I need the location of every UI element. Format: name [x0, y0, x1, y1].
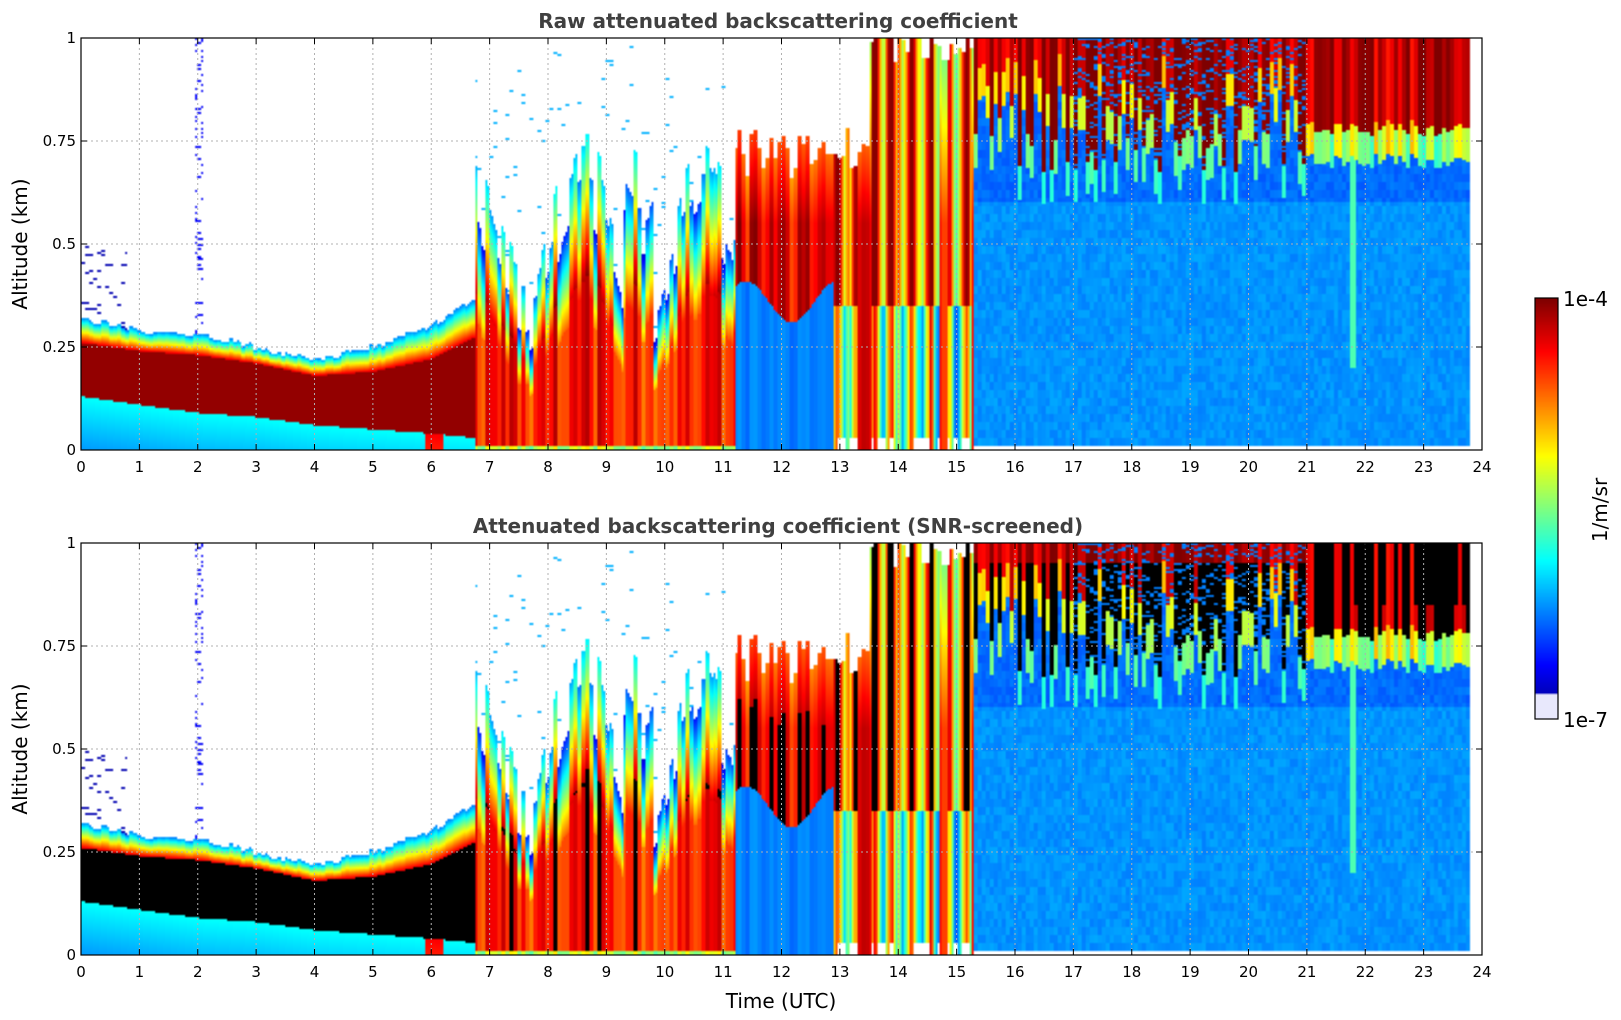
x-tick-label: 9	[602, 458, 612, 476]
x-tick-label: 3	[251, 458, 261, 476]
y-tick-label: 0.5	[52, 740, 76, 758]
y-axis-label: Altitude (km)	[8, 178, 32, 309]
x-tick-label: 16	[1005, 963, 1024, 981]
x-axis-ticks: 0 1 2 3 4 5 6 7 8 9 10 11 12 13 14 15 16 17 18 19 20 21 22 23 24	[76, 38, 1492, 476]
x-tick-label: 20	[1239, 458, 1258, 476]
heatmap-panel-screened: Attenuated backscattering coefficient (S…	[8, 514, 1492, 1013]
x-tick-label: 23	[1414, 963, 1433, 981]
colorbar-gradient	[1535, 298, 1558, 719]
x-tick-label: 22	[1356, 458, 1375, 476]
x-tick-label: 6	[426, 963, 436, 981]
x-tick-label: 2	[193, 458, 203, 476]
x-tick-label: 1	[135, 963, 145, 981]
x-tick-label: 17	[1064, 963, 1083, 981]
x-tick-label: 13	[830, 963, 849, 981]
x-tick-label: 15	[947, 963, 966, 981]
x-tick-label: 11	[714, 458, 733, 476]
x-tick-label: 19	[1181, 963, 1200, 981]
x-tick-label: 18	[1122, 963, 1141, 981]
x-tick-label: 2	[193, 963, 203, 981]
gridlines	[81, 38, 1482, 450]
colorbar: 1e-4 1e-7 1/m/sr	[1534, 287, 1612, 732]
y-axis-ticks: 0 0.25 0.5 0.75 1	[43, 29, 1482, 459]
x-tick-label: 12	[772, 963, 791, 981]
x-tick-label: 15	[947, 458, 966, 476]
heatmap-panel-raw: Raw attenuated backscattering coefficien…	[8, 9, 1492, 476]
x-tick-label: 3	[251, 963, 261, 981]
y-tick-label: 0.25	[43, 843, 76, 861]
x-tick-label: 6	[426, 458, 436, 476]
y-tick-label: 0	[66, 946, 76, 964]
x-tick-label: 16	[1005, 458, 1024, 476]
x-tick-label: 21	[1297, 458, 1316, 476]
x-tick-label: 0	[76, 458, 86, 476]
colorbar-label: 1/m/sr	[1588, 477, 1612, 542]
x-tick-label: 5	[368, 458, 378, 476]
x-tick-label: 5	[368, 963, 378, 981]
x-tick-label: 20	[1239, 963, 1258, 981]
x-tick-label: 8	[543, 458, 553, 476]
y-tick-label: 1	[66, 29, 76, 47]
x-tick-label: 4	[310, 963, 320, 981]
x-tick-label: 14	[889, 458, 908, 476]
chart-title: Attenuated backscattering coefficient (S…	[473, 514, 1083, 538]
x-tick-label: 17	[1064, 458, 1083, 476]
x-tick-label: 7	[485, 963, 495, 981]
x-tick-label: 22	[1356, 963, 1375, 981]
x-tick-label: 9	[602, 963, 612, 981]
x-tick-label: 18	[1122, 458, 1141, 476]
x-tick-label: 19	[1181, 458, 1200, 476]
x-tick-label: 21	[1297, 963, 1316, 981]
x-tick-label: 4	[310, 458, 320, 476]
chart-title: Raw attenuated backscattering coefficien…	[538, 9, 1018, 33]
x-tick-label: 0	[76, 963, 86, 981]
x-tick-label: 24	[1472, 458, 1491, 476]
x-axis-ticks: 0 1 2 3 4 5 6 7 8 9 10 11 12 13 14 15 16 17 18 19 20 21 22 23 24	[76, 543, 1492, 981]
x-tick-label: 13	[830, 458, 849, 476]
y-tick-label: 0.75	[43, 132, 76, 150]
x-tick-label: 12	[772, 458, 791, 476]
x-tick-label: 1	[135, 458, 145, 476]
y-tick-label: 0.75	[43, 637, 76, 655]
y-axis-label: Altitude (km)	[8, 683, 32, 814]
colorbar-frame	[1534, 297, 1559, 720]
x-tick-label: 10	[655, 458, 674, 476]
y-axis-ticks: 0 0.25 0.5 0.75 1	[43, 534, 1482, 964]
x-tick-label: 7	[485, 458, 495, 476]
y-tick-label: 0.5	[52, 235, 76, 253]
x-axis-label: Time (UTC)	[725, 989, 837, 1013]
x-tick-label: 11	[714, 963, 733, 981]
x-tick-label: 24	[1472, 963, 1491, 981]
x-tick-label: 14	[889, 963, 908, 981]
gridlines	[81, 543, 1482, 955]
x-tick-label: 10	[655, 963, 674, 981]
y-tick-label: 0.25	[43, 338, 76, 356]
x-tick-label: 23	[1414, 458, 1433, 476]
colorbar-min-label: 1e-7	[1563, 708, 1608, 732]
y-tick-label: 0	[66, 441, 76, 459]
y-tick-label: 1	[66, 534, 76, 552]
colorbar-max-label: 1e-4	[1563, 287, 1608, 311]
x-tick-label: 8	[543, 963, 553, 981]
